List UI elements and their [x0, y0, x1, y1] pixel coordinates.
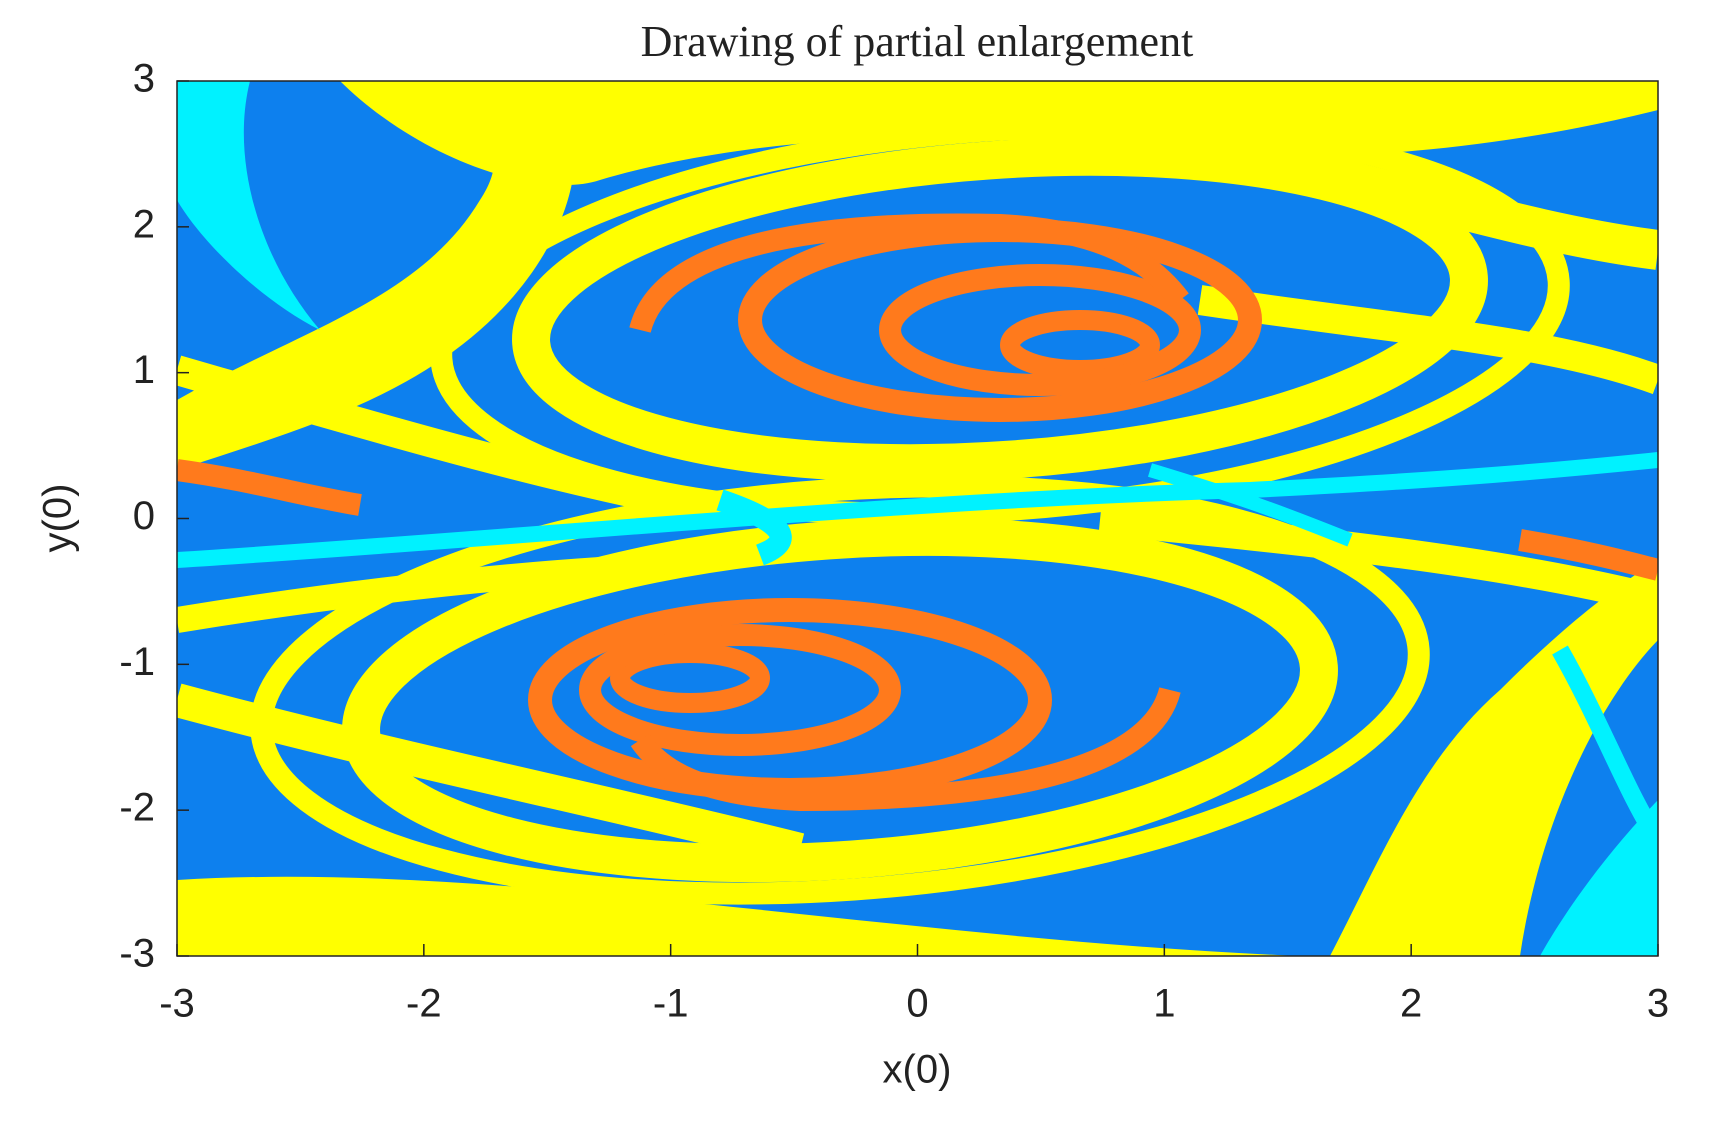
x-tick-label: -1: [653, 982, 689, 1026]
basin-region: [512, 137, 1488, 483]
basin-region: [177, 452, 1658, 568]
x-tick-label: -2: [406, 982, 442, 1026]
basin-region: [1147, 463, 1353, 547]
y-axis-label: y(0): [36, 484, 80, 553]
basin-region: [177, 355, 723, 525]
y-tick-label: -1: [119, 640, 155, 684]
orange-spiral: [629, 213, 1262, 422]
basin-region: [1518, 529, 1658, 581]
basin-region: [716, 489, 792, 566]
x-axis-label: x(0): [883, 1048, 952, 1092]
basin-region: [1540, 800, 1658, 956]
basin-region: [177, 81, 320, 330]
x-tick-label: 2: [1400, 982, 1422, 1026]
basin-region: [177, 683, 805, 867]
y-tick-label: 0: [133, 494, 155, 538]
basin-region: [630, 686, 1181, 812]
y-tick-label: -3: [119, 932, 155, 976]
basin-region: [177, 557, 601, 633]
x-tick-label: 0: [906, 982, 928, 1026]
y-tick-label: 2: [133, 202, 155, 246]
x-tick-label: 1: [1153, 982, 1175, 1026]
basin-region: [1552, 645, 1658, 846]
basin-region: [177, 876, 1300, 956]
orange-spiral: [528, 598, 1181, 812]
basin-region: [879, 264, 1201, 396]
basin-region: [1330, 560, 1658, 956]
y-tick-label: -2: [119, 786, 155, 830]
basin-region: [610, 643, 770, 713]
basin-image: [177, 81, 1658, 956]
basin-region: [1000, 310, 1160, 380]
x-tick-label: -3: [159, 982, 195, 1026]
basin-region: [1197, 285, 1658, 395]
basin-region: [1098, 505, 1658, 615]
y-tick-label: 3: [133, 57, 155, 101]
basin-region: [629, 213, 1189, 334]
basin-region: [177, 459, 362, 516]
x-tick-label: 3: [1647, 982, 1669, 1026]
basin-region: [579, 624, 901, 756]
chart-title: Drawing of partial enlargement: [641, 17, 1194, 66]
y-tick-label: 1: [133, 348, 155, 392]
basin-region: [177, 81, 576, 470]
basin-region: [430, 115, 1570, 525]
